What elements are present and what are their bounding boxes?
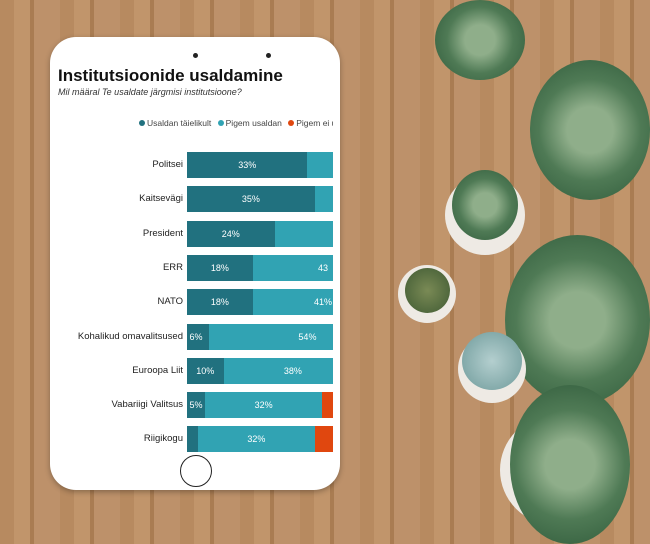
plant — [435, 0, 525, 80]
data-label: 5% — [189, 400, 203, 411]
bar-segment — [205, 392, 323, 419]
bar-segment — [187, 392, 206, 419]
data-label: 24% — [221, 228, 240, 239]
bar-segment — [274, 220, 333, 247]
bar-segment — [197, 426, 315, 453]
legend-label-1: Pigem usaldan — [225, 118, 282, 128]
plant — [405, 268, 450, 313]
bar-segment — [187, 254, 253, 281]
legend: Usaldan täielikult Pigem usaldan Pigem e… — [135, 118, 333, 128]
bar-segment — [187, 289, 253, 316]
data-label: 32% — [247, 434, 266, 445]
bar-segment — [187, 357, 224, 384]
chart-screen: Institutsioonide usaldamine Mil määral T… — [55, 60, 333, 455]
legend-dot-1 — [217, 120, 224, 126]
chart-subtitle: Mil määral Te usaldate järgmisi institut… — [58, 87, 242, 97]
category-label: Politsei — [152, 159, 183, 170]
data-label: 54% — [298, 331, 317, 342]
bar-segment — [187, 186, 315, 213]
bar-segment — [322, 392, 333, 419]
speaker-dot — [193, 53, 198, 58]
data-label: 18% — [210, 297, 229, 308]
bar-segment — [187, 220, 275, 247]
category-label: Kaitsevägi — [139, 193, 183, 205]
legend-label-2: Pigem ei us — [296, 118, 333, 128]
data-label: 6% — [189, 331, 203, 342]
category-label: Riigikogu — [143, 433, 183, 445]
legend-dot-2 — [288, 120, 295, 126]
category-label: NATO — [157, 296, 183, 308]
home-button — [180, 455, 212, 487]
bar-segment — [252, 254, 333, 281]
chart-title: Institutsioonide usaldamine — [58, 66, 283, 85]
bar-segment — [307, 152, 333, 178]
bar-segment — [187, 152, 308, 178]
data-label: 10% — [196, 365, 215, 376]
data-label: 33% — [238, 160, 257, 170]
plant — [505, 235, 650, 405]
data-label: 43 — [317, 262, 329, 273]
category-label: Euroopa Liit — [132, 364, 183, 376]
bar-segment — [208, 323, 333, 350]
data-label: 38% — [283, 365, 302, 376]
bar-segment — [187, 426, 198, 453]
camera-dot — [266, 53, 271, 58]
plant — [510, 385, 630, 544]
category-label: ERR — [162, 261, 183, 273]
legend-label-0: Usaldan täielikult — [147, 118, 212, 128]
bar-segment — [314, 426, 333, 453]
bar-segment — [314, 186, 333, 213]
category-label: President — [142, 227, 183, 239]
plant — [462, 332, 522, 390]
data-label: 35% — [241, 194, 260, 205]
category-label: Vabariigi Valitsus — [111, 399, 183, 411]
bar-segment — [252, 289, 333, 316]
legend-dot-0 — [139, 120, 145, 126]
plant — [452, 170, 518, 240]
data-label: 41% — [313, 297, 333, 308]
data-label: 32% — [254, 400, 273, 411]
data-label: 18% — [210, 262, 229, 273]
plant — [530, 60, 650, 200]
bar-segment — [223, 357, 333, 384]
category-label: Kohalikud omavalitsused — [77, 330, 183, 342]
bar-segment — [187, 323, 209, 350]
